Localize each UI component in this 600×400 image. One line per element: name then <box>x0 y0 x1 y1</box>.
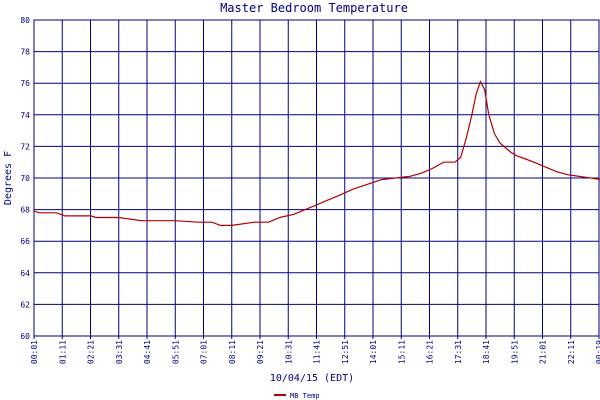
y-tick-label: 76 <box>20 79 30 88</box>
x-tick-label: 15:11 <box>397 340 406 364</box>
x-tick-label: 01:11 <box>58 340 67 364</box>
x-tick-label: 16:21 <box>426 340 435 364</box>
y-tick-label: 60 <box>20 332 30 341</box>
x-tick-label: 05:51 <box>171 340 180 364</box>
y-tick-label: 78 <box>20 48 30 57</box>
x-tick-labels: 00:01 01:11 02:21 03:31 04:41 05:51 07:01 08:11… <box>30 340 600 364</box>
x-tick-label: 12:51 <box>341 340 350 364</box>
legend: MB Temp <box>274 392 320 400</box>
x-tick-label: 04:41 <box>143 340 152 364</box>
y-tick-label: 70 <box>20 174 30 183</box>
x-tick-label: 02:21 <box>87 340 96 364</box>
y-tick-labels: 60 62 64 66 68 70 72 74 76 78 80 <box>20 16 30 341</box>
x-tick-label: 21:01 <box>539 340 548 364</box>
y-tick-label: 64 <box>20 269 30 278</box>
chart-title: Master Bedroom Temperature <box>220 1 408 15</box>
y-tick-label: 74 <box>20 111 30 120</box>
grid-lines <box>33 19 600 339</box>
series-line-mb-temp <box>33 80 600 226</box>
y-tick-label: 68 <box>20 206 30 215</box>
x-axis-label: 10/04/15 (EDT) <box>270 373 354 384</box>
x-tick-label: 14:01 <box>369 340 378 364</box>
x-tick-label: 07:01 <box>200 340 209 364</box>
y-tick-label: 80 <box>20 16 30 25</box>
x-tick-label: 10:31 <box>284 340 293 364</box>
x-tick-label: 18:41 <box>482 340 491 364</box>
x-tick-label: 00:19 <box>595 340 600 364</box>
x-tick-label: 08:11 <box>228 340 237 364</box>
x-tick-label: 00:01 <box>30 340 39 364</box>
plot-area-frame <box>33 19 600 337</box>
x-tick-label: 19:51 <box>510 340 519 364</box>
y-tick-label: 72 <box>20 142 30 151</box>
legend-label-mb-temp: MB Temp <box>290 392 320 400</box>
x-tick-label: 09:21 <box>256 340 265 364</box>
x-tick-label: 22:11 <box>567 340 576 364</box>
x-tick-label: 17:31 <box>454 340 463 364</box>
x-tick-label: 11:41 <box>313 340 322 364</box>
y-axis-label: Degrees F <box>3 151 14 205</box>
y-tick-label: 66 <box>20 237 30 246</box>
y-tick-label: 62 <box>20 300 30 309</box>
x-tick-label: 03:31 <box>115 340 124 364</box>
